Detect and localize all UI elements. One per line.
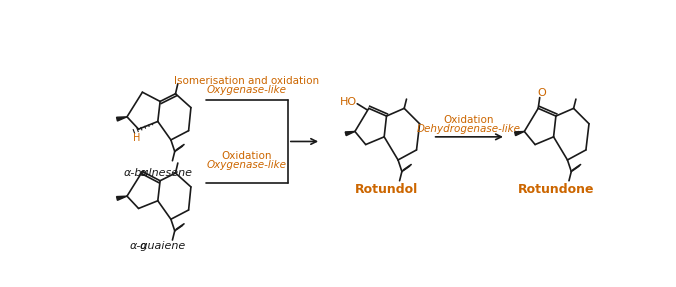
Text: Oxygenase-like: Oxygenase-like xyxy=(206,85,287,95)
Text: Rotundol: Rotundol xyxy=(355,183,418,196)
Text: $\alpha$: $\alpha$ xyxy=(139,241,149,251)
Text: Oxidation: Oxidation xyxy=(443,115,494,125)
Text: HO: HO xyxy=(339,97,356,107)
Text: Rotundone: Rotundone xyxy=(518,183,594,196)
Text: Isomerisation and oxidation: Isomerisation and oxidation xyxy=(174,76,319,86)
Polygon shape xyxy=(116,117,127,121)
Polygon shape xyxy=(116,196,127,200)
Text: O: O xyxy=(537,88,546,98)
Text: $\alpha$: $\alpha$ xyxy=(139,168,149,178)
Text: Oxidation: Oxidation xyxy=(221,151,272,161)
Polygon shape xyxy=(345,131,355,136)
Text: Dehydrogenase-like: Dehydrogenase-like xyxy=(417,124,521,134)
Text: α-bulnesene: α-bulnesene xyxy=(123,168,192,178)
Text: α-guaiene: α-guaiene xyxy=(130,241,186,251)
Text: Oxygenase-like: Oxygenase-like xyxy=(206,160,287,170)
Text: H: H xyxy=(132,133,140,144)
Polygon shape xyxy=(514,131,525,136)
